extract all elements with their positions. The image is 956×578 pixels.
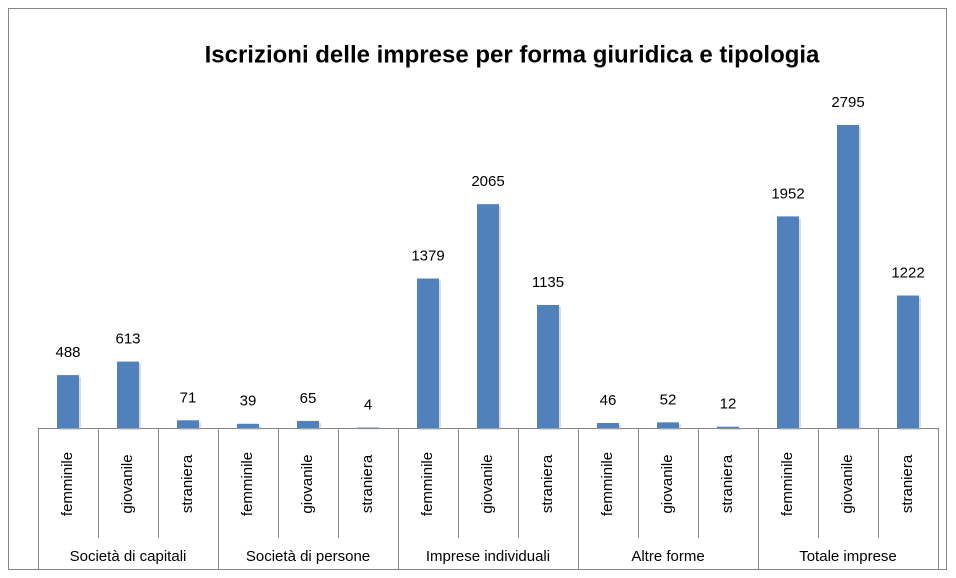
bar bbox=[717, 426, 739, 428]
bar bbox=[777, 216, 799, 428]
group-label: Società di persone bbox=[246, 548, 370, 565]
bar bbox=[537, 304, 559, 428]
data-label: 488 bbox=[55, 344, 80, 361]
chart-title: Iscrizioni delle imprese per forma giuri… bbox=[205, 41, 820, 68]
bar bbox=[477, 204, 499, 428]
data-label: 1952 bbox=[771, 185, 804, 202]
data-label: 613 bbox=[115, 331, 140, 348]
data-label: 2065 bbox=[471, 173, 504, 190]
x-tick-label: giovanile bbox=[119, 454, 136, 513]
data-label: 1135 bbox=[532, 274, 564, 291]
bar bbox=[417, 278, 439, 428]
x-tick-label: straniera bbox=[359, 454, 376, 513]
x-tick-label: femminile bbox=[239, 452, 256, 516]
x-tick-label: femminile bbox=[59, 452, 76, 516]
bar bbox=[297, 420, 319, 428]
x-tick-label: straniera bbox=[719, 454, 736, 513]
data-label: 52 bbox=[660, 391, 677, 408]
bar bbox=[237, 423, 259, 428]
data-label: 12 bbox=[720, 396, 737, 413]
data-label: 46 bbox=[600, 392, 617, 409]
group-label: Altre forme bbox=[631, 548, 704, 565]
x-tick-label: giovanile bbox=[479, 454, 496, 513]
group-label: Imprese individuali bbox=[426, 548, 550, 565]
x-tick-label: femminile bbox=[419, 452, 436, 516]
x-tick-label: straniera bbox=[899, 454, 916, 513]
bar-shadow bbox=[719, 428, 741, 430]
data-label: 1379 bbox=[411, 247, 444, 264]
x-tick-label: giovanile bbox=[659, 454, 676, 513]
x-tick-label: femminile bbox=[599, 452, 616, 516]
bar bbox=[117, 361, 139, 428]
data-label: 2795 bbox=[831, 94, 864, 111]
x-tick-label: straniera bbox=[539, 454, 556, 513]
data-label: 39 bbox=[240, 393, 257, 410]
data-label: 4 bbox=[364, 397, 372, 414]
bar bbox=[837, 125, 859, 428]
data-label: 71 bbox=[180, 389, 197, 406]
bar bbox=[597, 423, 619, 428]
x-tick-label: giovanile bbox=[299, 454, 316, 513]
x-tick-label: straniera bbox=[179, 454, 196, 513]
data-label: 65 bbox=[300, 390, 317, 407]
bar bbox=[57, 375, 79, 428]
bar bbox=[657, 422, 679, 428]
bar bbox=[177, 420, 199, 428]
x-tick-label: femminile bbox=[779, 452, 796, 516]
group-label: Società di capitali bbox=[70, 548, 187, 565]
group-label: Totale imprese bbox=[799, 548, 897, 565]
data-label: 1222 bbox=[891, 265, 924, 282]
bar bbox=[897, 295, 919, 428]
x-tick-label: giovanile bbox=[839, 454, 856, 513]
